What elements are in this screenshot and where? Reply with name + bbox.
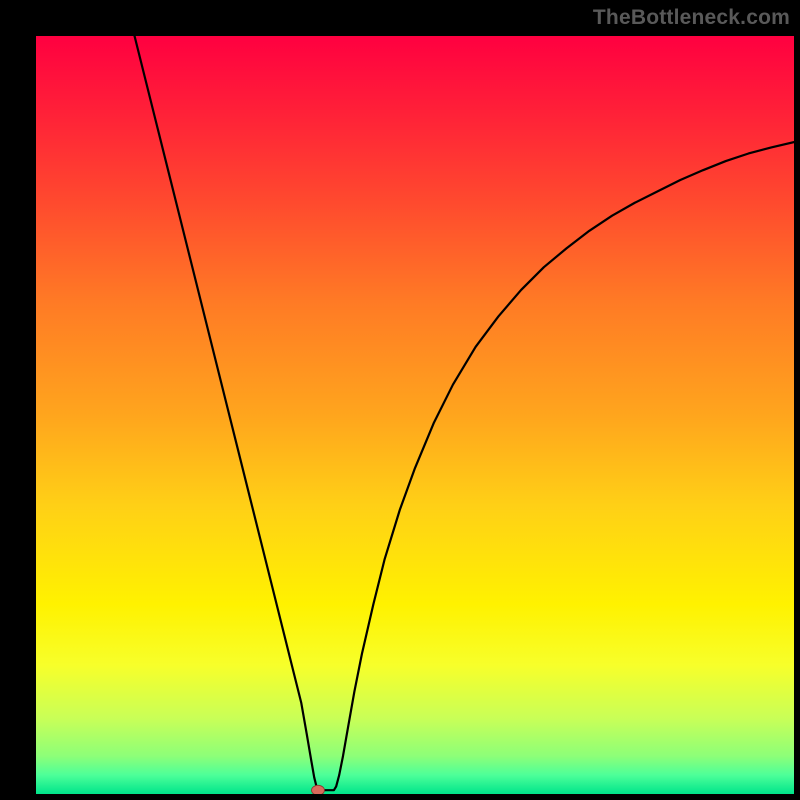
chart-frame: TheBottleneck.com — [0, 0, 800, 800]
curve-layer — [36, 36, 794, 794]
optimum-marker — [312, 785, 325, 794]
bottleneck-curve — [135, 36, 794, 790]
watermark-text: TheBottleneck.com — [593, 6, 790, 30]
plot-area — [36, 36, 794, 794]
